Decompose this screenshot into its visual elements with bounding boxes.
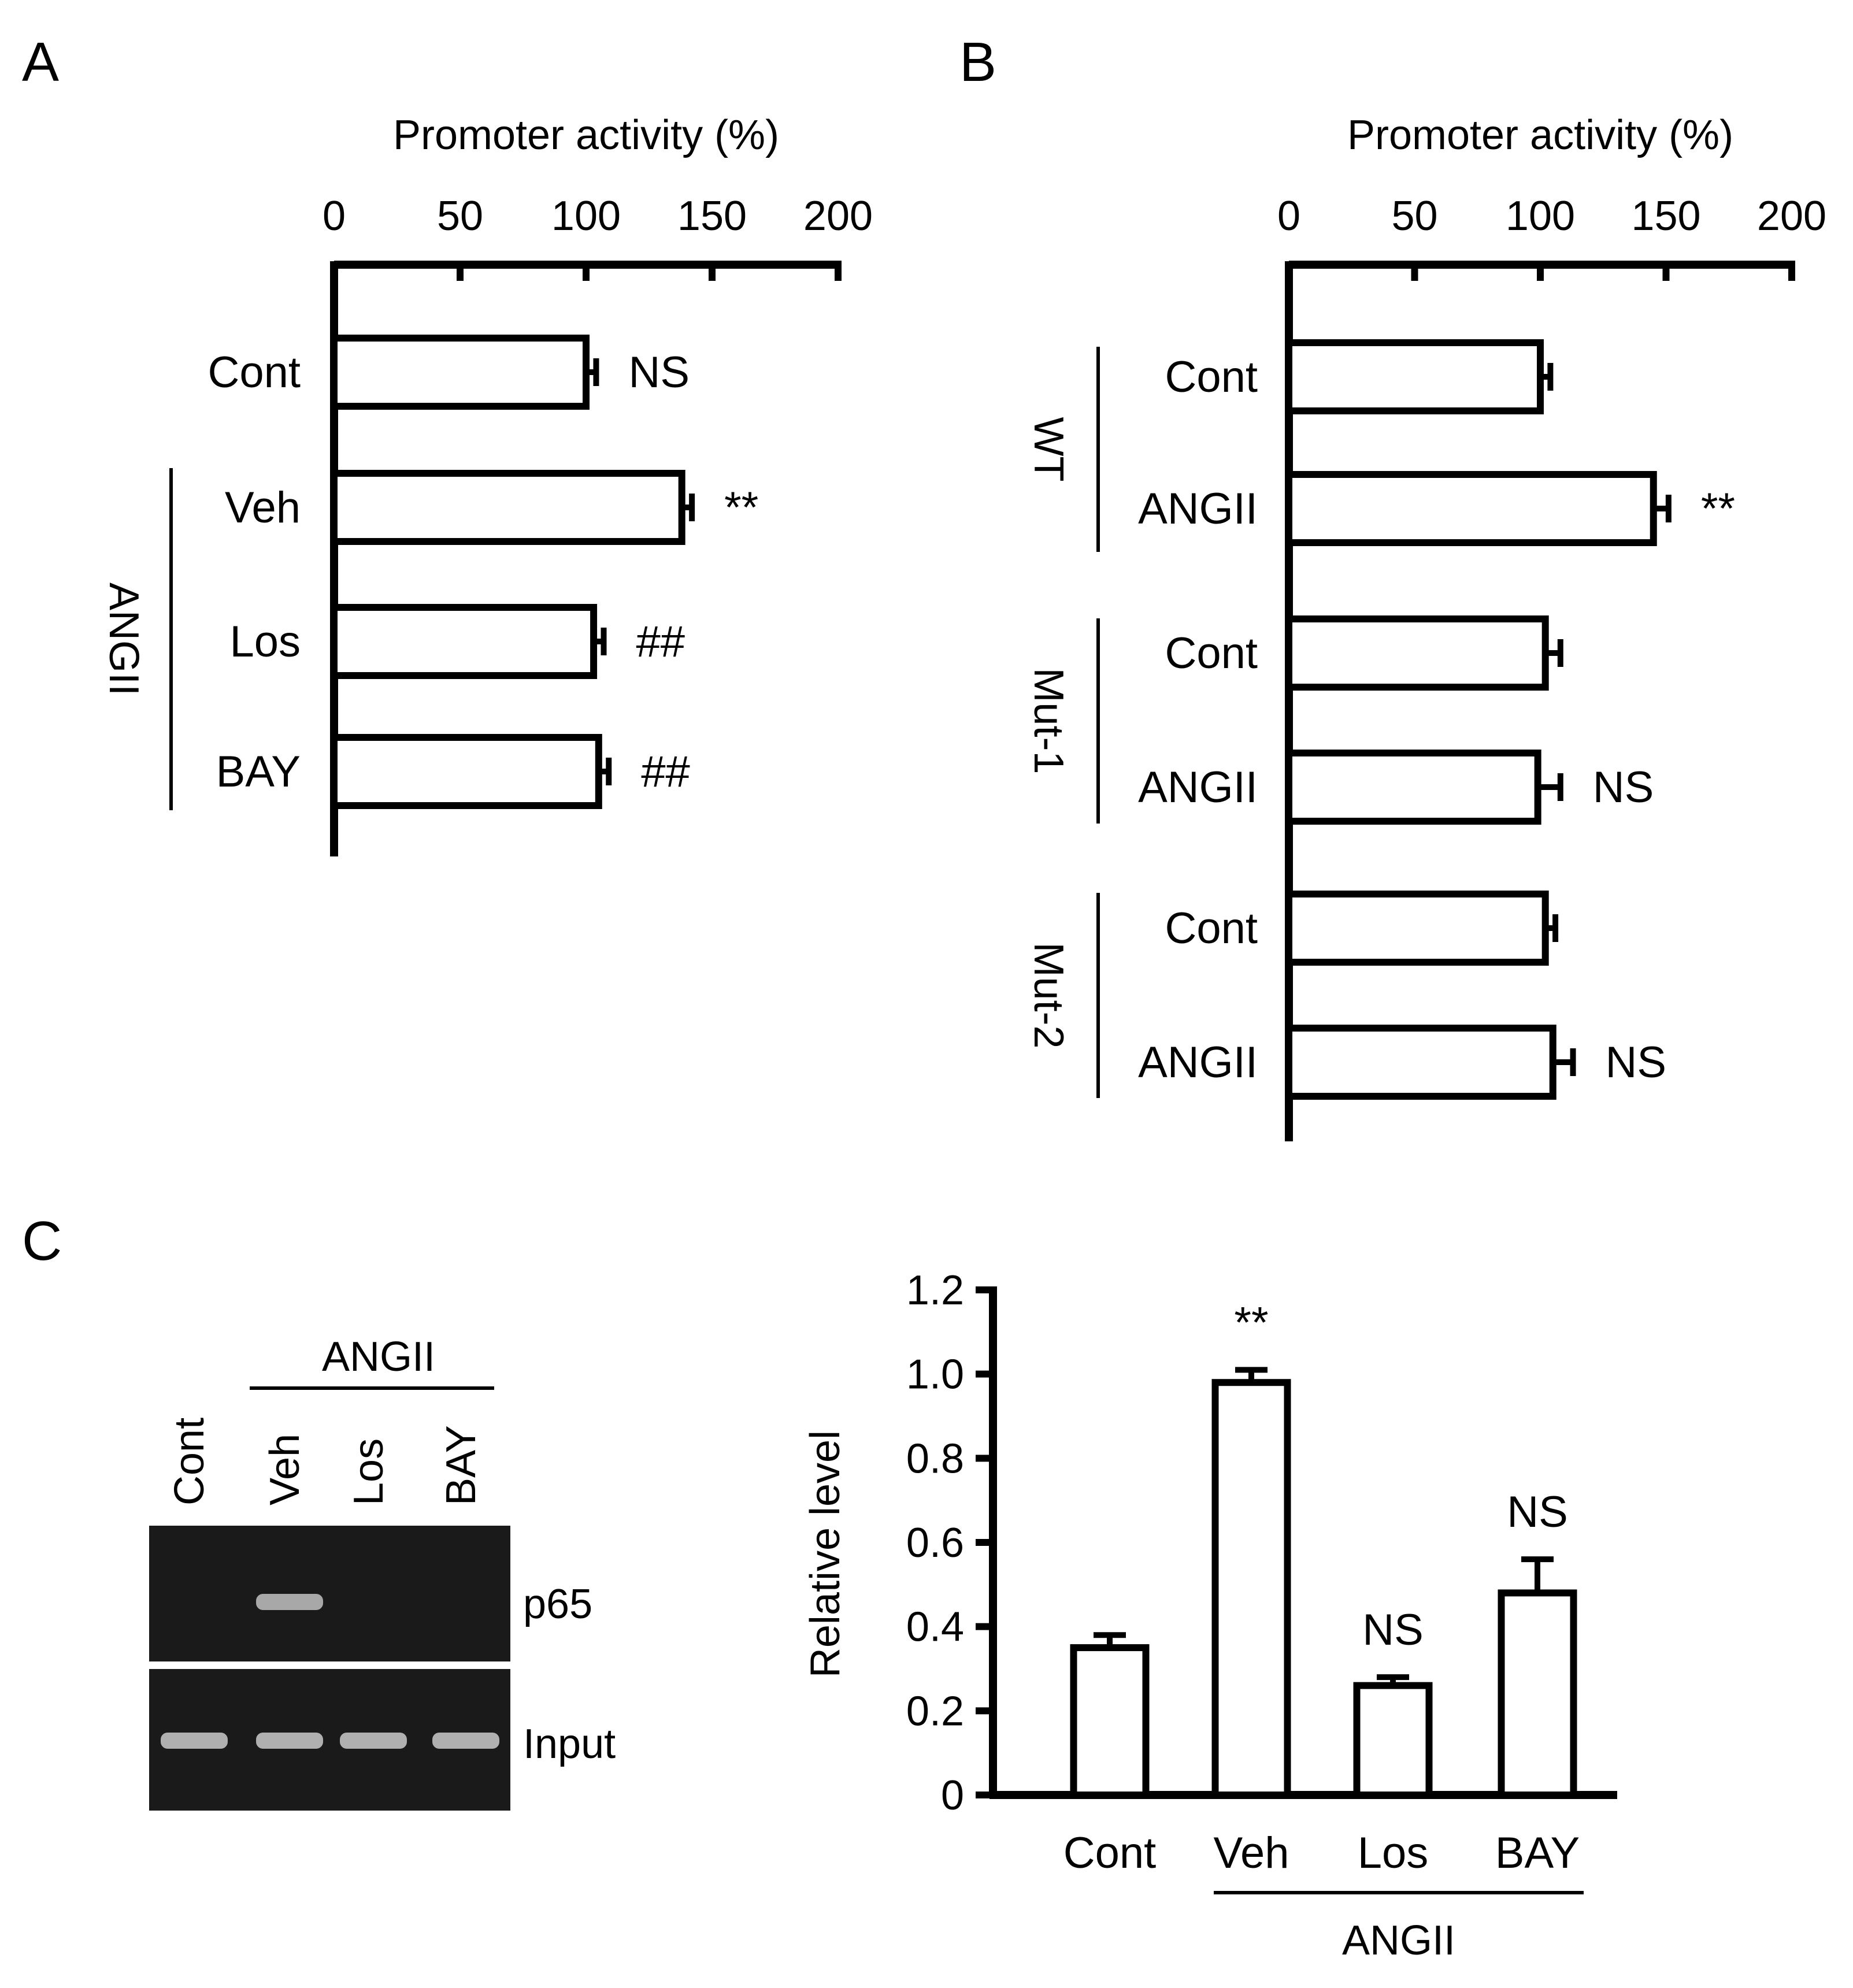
chart-b-category-label: Cont xyxy=(1165,353,1258,402)
chart-a-significance-label: ## xyxy=(641,747,690,796)
gel-lane-label: Veh xyxy=(262,1434,308,1505)
gel-row-label: Input xyxy=(523,1721,616,1767)
chart-c-axis-title: Relative level xyxy=(802,1430,848,1678)
chart-b-category-label: ANGII xyxy=(1138,484,1258,533)
chart-b: Promoter activity (%) 0 50 100 150 200 Cont ANG… xyxy=(1025,112,1826,1141)
chart-b-bar xyxy=(1285,891,1549,966)
chart-b-group-label: WT xyxy=(1025,417,1072,482)
panel-letter-b: B xyxy=(959,31,996,93)
chart-c-y-tick-label: 0.6 xyxy=(906,1520,964,1566)
chart-a-significance-label: NS xyxy=(628,348,690,397)
chart-b-category-label: Cont xyxy=(1165,629,1258,678)
chart-c-y-tick-label: 1.0 xyxy=(906,1352,964,1398)
chart-c-category-label: Veh xyxy=(1213,1828,1289,1878)
chart-c: 0 0.2 0.4 0.6 0.8 1.0 1.2 Relative level Cont Veh… xyxy=(802,1267,1617,1964)
chart-a-axis-title: Promoter activity (%) xyxy=(393,112,779,158)
panel-letter-c: C xyxy=(22,1210,62,1272)
chart-b-x-tick-label: 200 xyxy=(1757,193,1826,239)
chart-a-x-tick-label: 100 xyxy=(551,193,621,239)
chart-c-y-tick-label: 0.2 xyxy=(906,1688,964,1734)
chart-a-x-tick-label: 150 xyxy=(677,193,747,239)
gel-band xyxy=(340,1733,407,1749)
chart-b-significance-label: ** xyxy=(1701,484,1735,533)
gel-lane-label: Cont xyxy=(166,1418,213,1505)
chart-c-y-tick-label: 0.8 xyxy=(906,1436,964,1482)
chart-b-category-label: ANGII xyxy=(1138,1038,1258,1087)
gel-band xyxy=(256,1733,323,1749)
chart-a-category-label: Veh xyxy=(225,483,301,532)
chart-b-category-label: Cont xyxy=(1165,904,1258,953)
chart-b-significance-label: NS xyxy=(1593,763,1654,812)
gel-row-background xyxy=(149,1526,510,1661)
gel-lane-label: Los xyxy=(346,1438,392,1505)
chart-b-bar xyxy=(1285,339,1544,414)
chart-b-category-label: ANGII xyxy=(1138,763,1258,812)
chart-b-group-label: Mut-1 xyxy=(1025,667,1072,774)
chart-c-significance-label: NS xyxy=(1362,1605,1424,1655)
chart-c-category-label: Los xyxy=(1358,1828,1429,1878)
chart-a-x-tick-label: 200 xyxy=(803,193,873,239)
chart-b-axis-title: Promoter activity (%) xyxy=(1347,112,1733,158)
chart-c-significance-label: NS xyxy=(1507,1488,1568,1537)
chart-b-x-tick-label: 50 xyxy=(1391,193,1437,239)
gel-image-c: ANGII Cont Veh Los BAY p65 Input xyxy=(149,1334,616,1811)
chart-a-x-tick-label: 50 xyxy=(437,193,483,239)
gel-lane-label: BAY xyxy=(438,1425,484,1505)
chart-b-group-label: Mut-2 xyxy=(1025,942,1072,1048)
chart-a-significance-label: ** xyxy=(724,483,758,532)
chart-c-significance-label: ** xyxy=(1234,1298,1268,1347)
chart-c-bar xyxy=(1353,1682,1433,1798)
chart-a-bar xyxy=(331,470,685,545)
chart-a-bar xyxy=(331,734,602,809)
gel-band xyxy=(256,1594,323,1610)
chart-a-bar xyxy=(331,604,598,679)
chart-a: Promoter activity (%) 0 50 100 150 200 Cont NS V… xyxy=(101,112,873,856)
chart-c-y-tick-label: 1.2 xyxy=(906,1267,964,1314)
chart-b-bar xyxy=(1285,615,1549,691)
gel-group-label: ANGII xyxy=(322,1334,435,1380)
chart-b-bar xyxy=(1285,1025,1556,1100)
chart-a-category-label: Los xyxy=(229,617,301,666)
chart-a-significance-label: ## xyxy=(636,617,685,666)
chart-a-bar xyxy=(331,335,590,410)
chart-a-category-label: BAY xyxy=(216,747,301,796)
chart-a-group-label: ANGII xyxy=(101,583,147,696)
gel-band xyxy=(161,1733,228,1749)
chart-b-x-tick-label: 100 xyxy=(1506,193,1575,239)
chart-c-bar xyxy=(1498,1589,1577,1798)
chart-b-x-tick-label: 150 xyxy=(1631,193,1700,239)
chart-c-y-tick-label: 0 xyxy=(941,1772,964,1819)
chart-c-y-tick-label: 0.4 xyxy=(906,1604,964,1651)
chart-b-significance-label: NS xyxy=(1606,1038,1667,1087)
chart-a-x-tick-label: 0 xyxy=(323,193,346,239)
chart-b-x-tick-label: 0 xyxy=(1277,193,1300,239)
chart-c-category-label: Cont xyxy=(1063,1828,1157,1878)
chart-c-bar xyxy=(1070,1644,1150,1798)
chart-a-category-label: Cont xyxy=(207,348,301,397)
chart-c-category-label: BAY xyxy=(1495,1828,1580,1878)
chart-b-bar xyxy=(1285,471,1657,546)
chart-b-bar xyxy=(1285,750,1541,825)
chart-c-bar xyxy=(1211,1379,1291,1799)
chart-c-group-label: ANGII xyxy=(1342,1917,1455,1964)
gel-band xyxy=(432,1733,499,1749)
panel-letter-a: A xyxy=(22,31,59,93)
gel-row-label: p65 xyxy=(523,1581,592,1627)
